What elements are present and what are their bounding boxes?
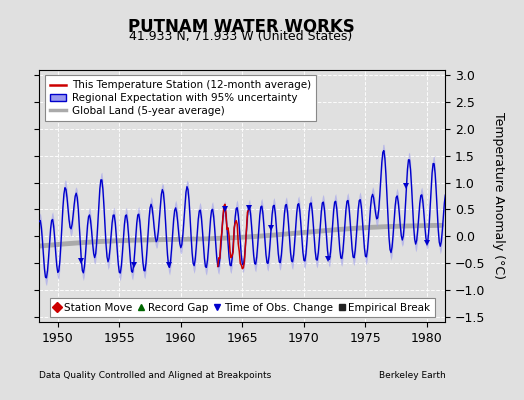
Text: 41.933 N, 71.933 W (United States): 41.933 N, 71.933 W (United States) [129,30,353,43]
Text: PUTNAM WATER WORKS: PUTNAM WATER WORKS [128,18,354,36]
Legend: Station Move, Record Gap, Time of Obs. Change, Empirical Break: Station Move, Record Gap, Time of Obs. C… [50,298,434,317]
Text: Berkeley Earth: Berkeley Earth [379,372,445,380]
Y-axis label: Temperature Anomaly (°C): Temperature Anomaly (°C) [492,112,505,280]
Text: Data Quality Controlled and Aligned at Breakpoints: Data Quality Controlled and Aligned at B… [39,372,271,380]
